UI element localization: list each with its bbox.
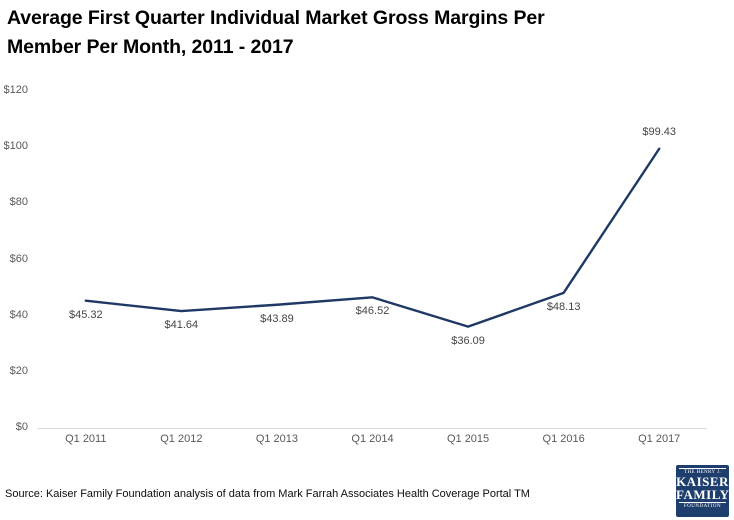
data-series-line xyxy=(84,147,661,328)
data-point-label: $41.64 xyxy=(164,319,199,332)
x-axis-category-label: Q1 2017 xyxy=(638,433,681,445)
chart-title-line-1: Average First Quarter Individual Market … xyxy=(7,7,545,29)
y-axis-tick-label: $120 xyxy=(3,84,28,96)
y-axis-tick-label: $0 xyxy=(15,421,28,433)
data-point-label: $45.32 xyxy=(68,308,103,321)
x-axis-category-label: Q1 2011 xyxy=(65,433,107,445)
data-point-label: $48.13 xyxy=(546,300,581,313)
chart-title-line-2: Member Per Month, 2011 - 2017 xyxy=(7,36,294,58)
logo-top-rule xyxy=(679,468,726,469)
logo-top-text: THE HENRY J. xyxy=(684,470,721,475)
logo-name-line-1: KAISER xyxy=(676,474,729,489)
x-axis-category-label: Q1 2014 xyxy=(351,433,394,445)
kff-logo: THE HENRY J. KAISER FAMILY FOUNDATION xyxy=(676,465,729,517)
data-point-label: $99.43 xyxy=(642,125,677,138)
y-axis-tick-label: $20 xyxy=(9,364,28,377)
y-axis-tick-label: $100 xyxy=(3,140,28,153)
y-axis-tick-label: $60 xyxy=(9,252,28,265)
x-axis-category-label: Q1 2016 xyxy=(542,433,585,445)
logo-bottom-text: FOUNDATION xyxy=(683,504,722,509)
y-axis-tick-label: $40 xyxy=(9,308,28,321)
data-point-label: $36.09 xyxy=(451,334,485,347)
y-axis-tick-label: $80 xyxy=(9,196,28,209)
source-note: Source: Kaiser Family Foundation analysi… xyxy=(5,488,530,500)
chart-title: Average First Quarter Individual Market … xyxy=(7,4,707,62)
x-axis-category-label: Q1 2015 xyxy=(446,433,490,445)
x-axis-category-label: Q1 2013 xyxy=(255,433,299,445)
logo-name-line-2: FAMILY xyxy=(676,486,730,502)
logo-bottom-rule xyxy=(679,502,726,503)
data-point-label: $43.89 xyxy=(260,312,294,325)
x-axis-category-label: Q1 2012 xyxy=(160,433,203,445)
data-point-label: $46.52 xyxy=(355,305,390,318)
